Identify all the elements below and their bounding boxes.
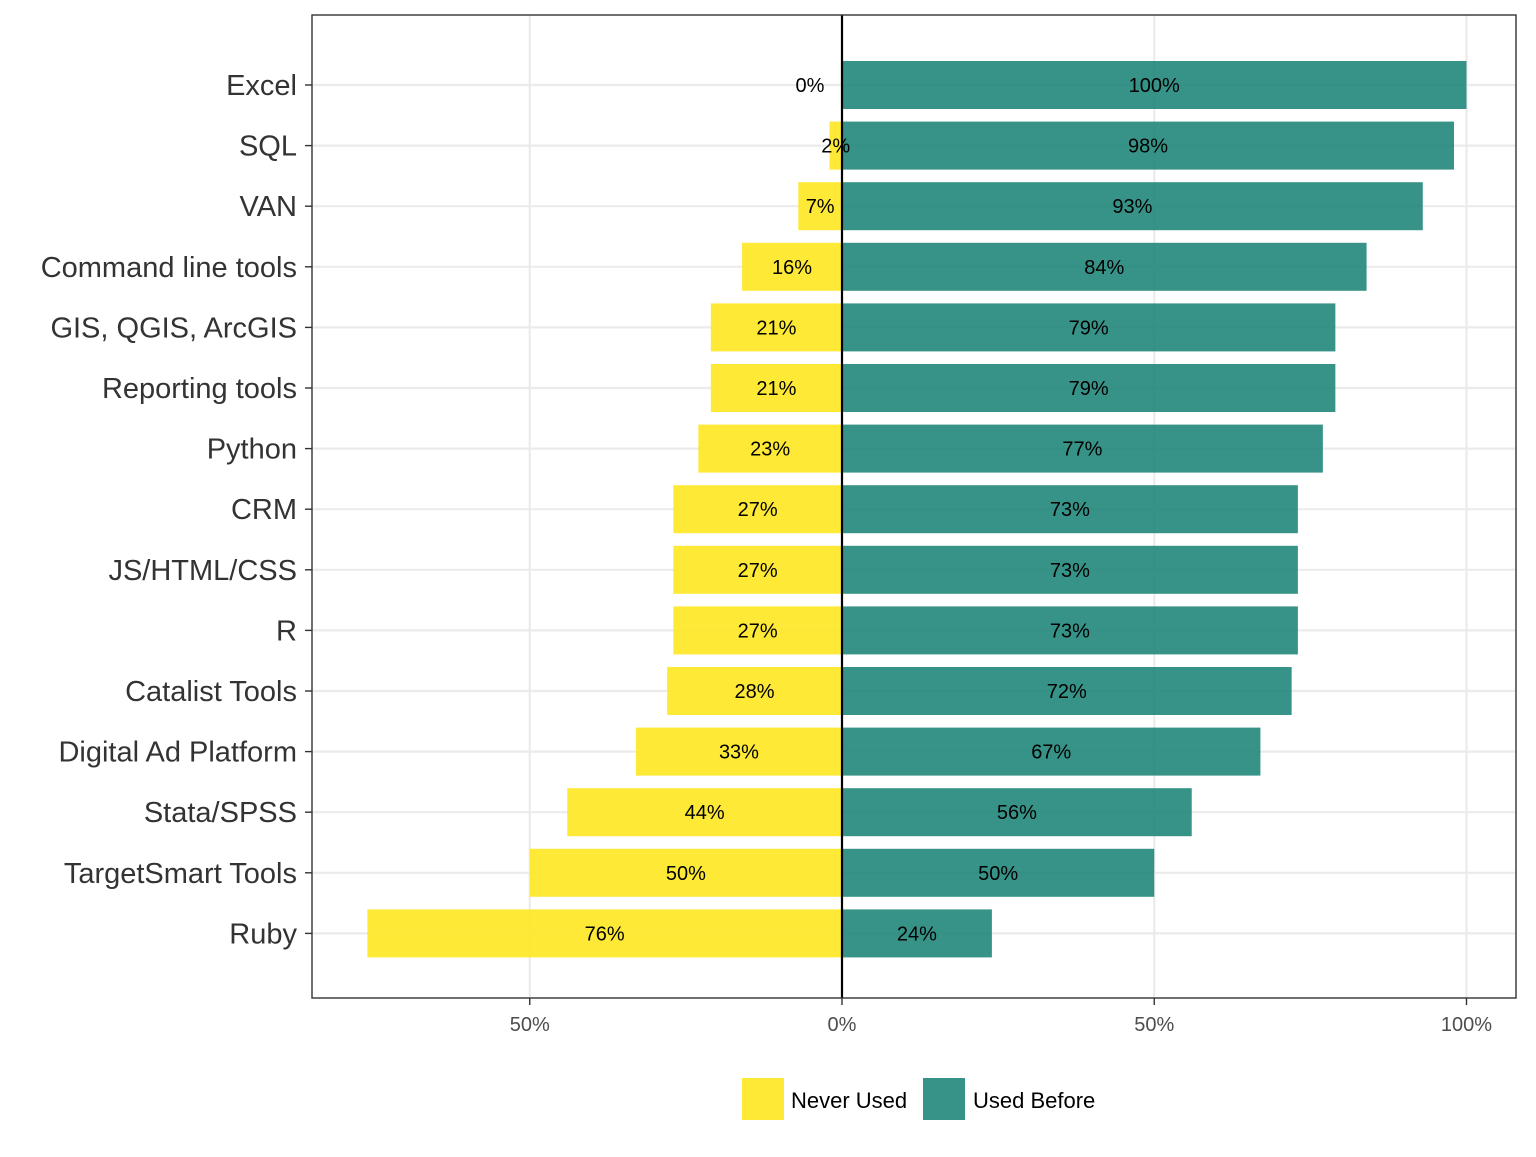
category-label: CRM — [231, 494, 297, 526]
category-label: GIS, QGIS, ArcGIS — [50, 312, 297, 344]
x-tick-label: 50% — [1134, 1014, 1174, 1036]
used-before-bar — [842, 848, 1155, 897]
legend-label-used-before: Used Before — [973, 1088, 1095, 1113]
never-used-bar — [829, 121, 842, 170]
axis-layer: Excel SQL VAN Command line tools GIS, QGIS, … — [41, 14, 1517, 1036]
never-used-value-label: 2% — [821, 136, 850, 158]
never-used-bar — [667, 667, 842, 715]
never-used-value-label: 44% — [685, 802, 725, 824]
never-used-value-label: 28% — [735, 681, 775, 703]
used-before-value-label: 98% — [1128, 136, 1168, 158]
never-used-bar — [635, 727, 842, 776]
panel-border — [311, 14, 1517, 999]
never-used-value-label: 23% — [750, 439, 790, 461]
used-before-bar — [842, 788, 1192, 837]
used-before-bar — [842, 606, 1298, 655]
category-label: Command line tools — [41, 252, 297, 284]
used-before-bar — [842, 364, 1336, 412]
used-before-value-label: 100% — [1129, 75, 1180, 97]
used-before-bar — [842, 61, 1467, 109]
category-label: Catalist Tools — [125, 676, 297, 708]
never-used-bar — [698, 424, 842, 473]
used-before-value-label: 50% — [978, 863, 1018, 885]
used-before-bar — [842, 182, 1423, 231]
never-used-value-label: 33% — [719, 742, 759, 764]
bar-labels-layer: 0% 2% 7% 16% 21% 21% 23% 27% 27% 27% 28% 33% 44% 50% 7… — [585, 75, 1180, 945]
never-used-value-label: 27% — [738, 620, 778, 642]
legend-key-never-used — [742, 1078, 784, 1120]
used-before-bar — [842, 485, 1298, 534]
category-label: Ruby — [229, 918, 297, 950]
used-before-value-label: 77% — [1062, 439, 1102, 461]
used-before-value-label: 56% — [997, 802, 1037, 824]
never-used-bar — [367, 909, 842, 958]
never-used-value-label: 16% — [772, 257, 812, 279]
never-used-bar — [742, 242, 842, 291]
used-before-bar — [842, 909, 992, 958]
never-used-bar — [710, 364, 842, 412]
used-before-value-label: 24% — [897, 923, 937, 945]
never-used-bar — [673, 485, 842, 534]
never-used-value-label: 50% — [666, 863, 706, 885]
used-before-bar — [842, 242, 1367, 291]
category-label: TargetSmart Tools — [64, 858, 297, 890]
never-used-bar — [529, 848, 842, 897]
category-label: JS/HTML/CSS — [108, 555, 297, 587]
used-before-value-label: 84% — [1084, 257, 1124, 279]
category-label: VAN — [240, 191, 297, 223]
x-tick-label: 100% — [1441, 1014, 1492, 1036]
x-tick-label: 50% — [510, 1014, 550, 1036]
used-before-bar — [842, 121, 1455, 170]
used-before-bar — [842, 667, 1292, 715]
never-used-bar — [673, 606, 842, 655]
category-label: Python — [207, 434, 297, 466]
category-label: Reporting tools — [102, 373, 297, 405]
category-label: SQL — [239, 131, 297, 163]
x-tick-label: 0% — [828, 1014, 857, 1036]
used-before-value-label: 79% — [1069, 317, 1109, 339]
used-before-bar — [842, 424, 1323, 473]
never-used-value-label: 27% — [738, 560, 778, 582]
never-used-bar — [710, 303, 842, 352]
used-before-value-label: 79% — [1069, 378, 1109, 400]
used-before-value-label: 73% — [1050, 499, 1090, 521]
never-used-bar — [673, 545, 842, 594]
legend-key-used-before — [923, 1078, 965, 1120]
used-before-bar — [842, 545, 1298, 594]
used-before-bar — [842, 727, 1261, 776]
never-used-value-label: 21% — [756, 378, 796, 400]
never-used-value-label: 0% — [796, 75, 825, 97]
never-used-value-label: 76% — [585, 923, 625, 945]
bars-layer — [367, 61, 1467, 958]
legend-label-never-used: Never Used — [791, 1088, 907, 1113]
used-before-value-label: 73% — [1050, 560, 1090, 582]
legend: Never Used Used Before — [742, 1078, 1095, 1120]
used-before-value-label: 73% — [1050, 620, 1090, 642]
never-used-value-label: 7% — [806, 196, 835, 218]
category-label: Stata/SPSS — [144, 797, 297, 829]
category-label: R — [276, 615, 297, 647]
never-used-bar — [798, 182, 842, 231]
used-before-value-label: 72% — [1047, 681, 1087, 703]
never-used-value-label: 21% — [756, 317, 796, 339]
category-label: Excel — [226, 70, 297, 102]
category-label: Digital Ad Platform — [58, 737, 297, 769]
used-before-value-label: 67% — [1031, 742, 1071, 764]
never-used-bar — [567, 788, 842, 837]
used-before-value-label: 93% — [1112, 196, 1152, 218]
used-before-bar — [842, 303, 1336, 352]
never-used-value-label: 27% — [738, 499, 778, 521]
